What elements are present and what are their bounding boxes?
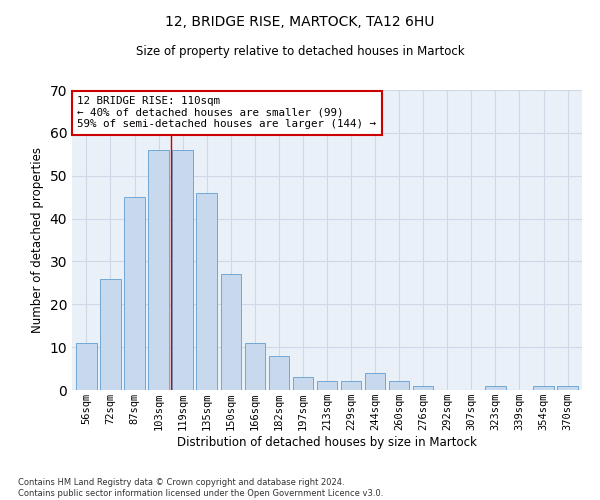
- Bar: [365, 373, 385, 390]
- Text: 12 BRIDGE RISE: 110sqm
← 40% of detached houses are smaller (99)
59% of semi-det: 12 BRIDGE RISE: 110sqm ← 40% of detached…: [77, 96, 376, 129]
- Bar: [124, 197, 145, 390]
- Bar: [221, 274, 241, 390]
- Bar: [196, 193, 217, 390]
- Text: Contains HM Land Registry data © Crown copyright and database right 2024.
Contai: Contains HM Land Registry data © Crown c…: [18, 478, 383, 498]
- Bar: [485, 386, 506, 390]
- Bar: [148, 150, 169, 390]
- Bar: [245, 343, 265, 390]
- Bar: [293, 377, 313, 390]
- Text: 12, BRIDGE RISE, MARTOCK, TA12 6HU: 12, BRIDGE RISE, MARTOCK, TA12 6HU: [166, 15, 434, 29]
- X-axis label: Distribution of detached houses by size in Martock: Distribution of detached houses by size …: [177, 436, 477, 449]
- Bar: [413, 386, 433, 390]
- Text: Size of property relative to detached houses in Martock: Size of property relative to detached ho…: [136, 45, 464, 58]
- Y-axis label: Number of detached properties: Number of detached properties: [31, 147, 44, 333]
- Bar: [341, 382, 361, 390]
- Bar: [557, 386, 578, 390]
- Bar: [533, 386, 554, 390]
- Bar: [100, 278, 121, 390]
- Bar: [269, 356, 289, 390]
- Bar: [389, 382, 409, 390]
- Bar: [317, 382, 337, 390]
- Bar: [76, 343, 97, 390]
- Bar: [172, 150, 193, 390]
